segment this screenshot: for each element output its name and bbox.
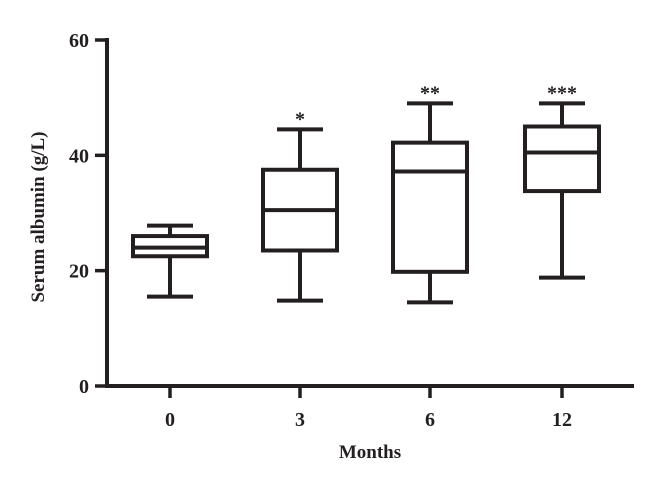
iqr-box [391, 140, 469, 274]
significance-marker: * [295, 108, 305, 130]
x-axis-ticks: 0 3 6 12 [165, 386, 572, 431]
iqr-box [523, 124, 601, 194]
x-tick-label: 3 [295, 409, 305, 431]
box-6: ** [391, 82, 469, 305]
x-tick-label: 6 [425, 409, 435, 431]
box-0 [131, 223, 209, 299]
y-tick-label: 20 [69, 261, 89, 283]
x-tick-label: 12 [552, 409, 572, 431]
y-axis-ticks: 0 20 40 60 [69, 30, 107, 398]
axes [105, 38, 634, 388]
significance-marker: ** [420, 82, 440, 104]
box-3: * [261, 108, 339, 303]
box-12: *** [523, 82, 601, 280]
y-tick-label: 40 [69, 145, 89, 167]
x-tick-label: 0 [165, 409, 175, 431]
y-tick-label: 0 [79, 376, 89, 398]
x-axis-title: Months [339, 442, 401, 463]
y-axis-title: Serum albumin (g/L) [28, 131, 49, 302]
boxes: *** *** [131, 82, 601, 305]
significance-marker: *** [547, 82, 577, 104]
y-tick-label: 60 [69, 30, 89, 52]
